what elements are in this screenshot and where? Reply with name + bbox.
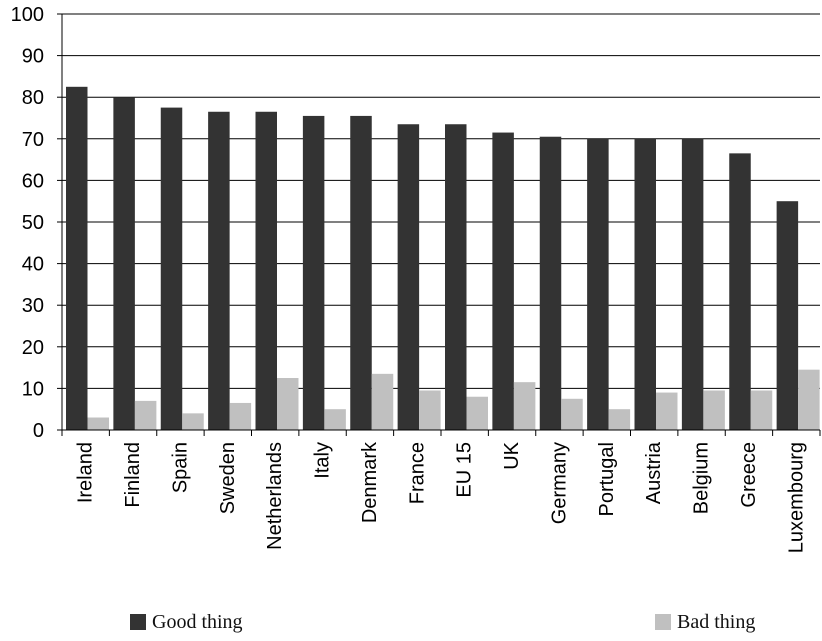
bar-good-uk: [492, 132, 514, 430]
bar-bad-uk: [513, 382, 536, 430]
x-tick-label: Luxembourg: [785, 442, 807, 553]
x-tick-label: UK: [501, 441, 523, 469]
y-tick-label: 80: [22, 87, 44, 109]
x-tick-label: Netherlands: [264, 442, 286, 550]
bar-good-france: [397, 124, 420, 431]
y-tick-label: 30: [22, 295, 44, 317]
bar-bad-portugal: [608, 409, 631, 430]
bar-bad-sweden: [229, 402, 252, 430]
y-tick-label: 100: [11, 4, 44, 26]
bar-good-greece: [729, 153, 751, 431]
legend-swatch-good-thing: [130, 614, 146, 630]
bar-bad-austria: [656, 392, 678, 430]
x-tick-label: Finland: [122, 442, 144, 508]
y-tick-label: 40: [22, 254, 44, 276]
legend-label-good-thing: Good thing: [152, 610, 243, 633]
legend-label-bad-thing: Bad thing: [677, 610, 756, 633]
legend-item-bad-thing: Bad thing: [655, 610, 756, 633]
bar-good-sweden: [208, 111, 230, 430]
bar-good-netherlands: [255, 111, 277, 430]
bar-good-ireland: [66, 86, 88, 431]
bar-good-austria: [634, 138, 656, 431]
bar-bad-denmark: [371, 373, 394, 430]
bar-good-italy: [302, 115, 325, 431]
bar-good-belgium: [681, 138, 704, 431]
y-tick-label: 70: [22, 129, 44, 151]
bars: [66, 86, 820, 431]
y-tick-label: 0: [33, 420, 44, 442]
bar-good-denmark: [350, 115, 372, 431]
x-tick-label: Italy: [312, 442, 334, 479]
x-tick-label: Portugal: [596, 442, 618, 517]
y-tick-label: 10: [22, 378, 44, 400]
x-tick-label: Germany: [548, 442, 570, 524]
legend-item-good-thing: Good thing: [130, 610, 243, 633]
axes: [57, 13, 821, 436]
x-tick-label: France: [406, 442, 428, 504]
bar-bad-italy: [324, 409, 346, 430]
bar-bad-france: [419, 390, 441, 430]
bar-bad-luxembourg: [798, 369, 820, 430]
gridlines: [62, 13, 820, 389]
x-tick-label: Ireland: [75, 442, 97, 503]
bar-bad-belgium: [703, 390, 725, 430]
y-tick-label: 50: [22, 212, 44, 234]
x-tick-label: Sweden: [217, 442, 239, 514]
x-tick-label: EU 15: [454, 442, 476, 498]
bar-bad-finland: [134, 400, 157, 430]
x-tick-label: Spain: [169, 442, 191, 493]
bar-bad-spain: [182, 413, 204, 430]
legend-swatch-bad-thing: [655, 614, 671, 630]
bar-good-luxembourg: [776, 201, 799, 430]
y-tick-label: 60: [22, 170, 44, 192]
x-tick-label: Denmark: [359, 441, 381, 523]
bar-bad-greece: [750, 390, 773, 430]
bar-bad-germany: [561, 398, 583, 430]
y-tick-labels: 0 10 20 30 40 50 60 70 80 90 100: [11, 4, 44, 442]
y-tick-label: 20: [22, 337, 44, 359]
bar-good-germany: [539, 136, 562, 430]
x-tick-labels: Ireland Finland Spain Sweden Netherlands Ital…: [75, 441, 808, 553]
bar-bad-netherlands: [277, 378, 299, 430]
x-tick-label: Austria: [643, 441, 665, 504]
bar-good-portugal: [587, 138, 609, 431]
bar-bad-ireland: [87, 417, 109, 430]
x-tick-label: Belgium: [691, 442, 713, 514]
bar-good-eu-15: [445, 124, 467, 431]
bar-bad-eu-15: [466, 396, 488, 430]
x-tick-label: Greece: [738, 442, 760, 508]
bar-good-spain: [160, 107, 183, 430]
bar-good-finland: [113, 97, 135, 430]
y-tick-label: 90: [22, 46, 44, 68]
